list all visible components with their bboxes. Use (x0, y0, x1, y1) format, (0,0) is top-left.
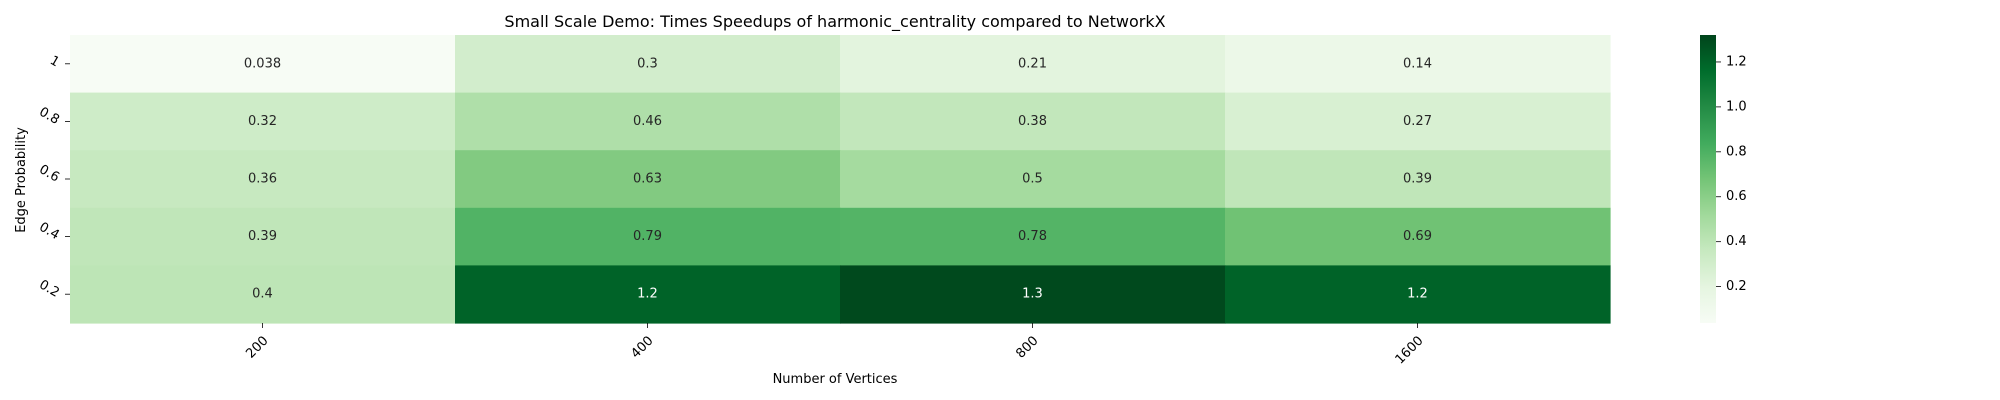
y-axis-ticks: 1 0.8 0.6 0.4 0.2 (36, 53, 70, 301)
cell-value-label: 0.27 (1403, 114, 1432, 129)
x-tick-label: 400 (628, 333, 656, 361)
cell-value-label: 0.14 (1403, 56, 1432, 71)
heatmap-cell (840, 35, 1226, 94)
colorbar-tick-label: 0.6 (1726, 189, 1747, 204)
colorbar-ticks: 0.2 0.4 0.6 0.8 1.0 1.2 (1716, 54, 1747, 294)
cell-value-label: 0.32 (248, 114, 277, 129)
heatmap-cell (70, 35, 456, 94)
cell-value-label: 0.38 (1018, 114, 1047, 129)
x-tick-label: 1600 (1393, 333, 1427, 367)
cell-value-label: 1.2 (637, 287, 658, 302)
heatmap-cell (70, 207, 456, 266)
cell-value-label: 1.2 (1407, 287, 1428, 302)
heatmap-cell (1225, 265, 1611, 324)
cell-value-label: 0.39 (248, 229, 277, 244)
colorbar-tick-label: 0.4 (1726, 234, 1747, 249)
heatmap-cell (1225, 207, 1611, 266)
cell-value-label: 0.39 (1403, 172, 1432, 187)
heatmap-cells (70, 35, 1611, 324)
y-tick-label: 0.2 (36, 277, 61, 300)
cell-value-label: 0.79 (633, 229, 662, 244)
colorbar-tick-label: 1.0 (1726, 99, 1747, 114)
cell-value-label: 0.69 (1403, 229, 1432, 244)
cell-value-label: 0.038 (244, 56, 281, 71)
chart-title: Small Scale Demo: Times Speedups of harm… (504, 12, 1165, 32)
cell-value-label: 0.4 (252, 287, 273, 302)
colorbar: 0.2 0.4 0.6 0.8 1.0 1.2 (1700, 35, 1747, 323)
heatmap-cell (70, 150, 456, 209)
heatmap-cell (840, 92, 1226, 151)
x-axis-label: Number of Vertices (773, 372, 898, 387)
heatmap-cell (455, 265, 841, 324)
y-tick-label: 1 (47, 53, 62, 70)
heatmap-cell (70, 92, 456, 151)
colorbar-tick-label: 0.8 (1726, 144, 1747, 159)
heatmap-cell (1225, 35, 1611, 94)
heatmap-cell (840, 150, 1226, 209)
y-tick-label: 0.6 (36, 162, 61, 185)
heatmap-cell (1225, 92, 1611, 151)
heatmap-cell (1225, 150, 1611, 209)
heatmap-cell (70, 265, 456, 324)
cell-value-label: 0.46 (633, 114, 662, 129)
cell-value-label: 0.3 (637, 56, 658, 71)
heatmap-cell (455, 35, 841, 94)
x-axis-ticks: 200 400 800 1600 (243, 323, 1427, 367)
cell-value-label: 0.78 (1018, 229, 1047, 244)
heatmap-cell (840, 207, 1226, 266)
y-axis-label: Edge Probability (14, 127, 29, 233)
y-tick-label: 0.8 (36, 105, 61, 128)
colorbar-gradient (1700, 35, 1716, 323)
heatmap-cell-labels: 0.038 0.3 0.21 0.14 0.32 0.46 0.38 0.27 0.36 0.63… (244, 56, 1432, 301)
heatmap-cell (455, 207, 841, 266)
x-tick-label: 800 (1013, 333, 1041, 361)
cell-value-label: 1.3 (1022, 287, 1043, 302)
cell-value-label: 0.5 (1022, 172, 1043, 187)
x-tick-label: 200 (243, 333, 271, 361)
heatmap-cell (455, 150, 841, 209)
cell-value-label: 0.36 (248, 172, 277, 187)
cell-value-label: 0.63 (633, 172, 662, 187)
colorbar-tick-label: 0.2 (1726, 279, 1747, 294)
heatmap-cell (455, 92, 841, 151)
heatmap-cell (840, 265, 1226, 324)
cell-value-label: 0.21 (1018, 56, 1047, 71)
colorbar-tick-label: 1.2 (1726, 54, 1747, 69)
y-tick-label: 0.4 (36, 220, 61, 243)
